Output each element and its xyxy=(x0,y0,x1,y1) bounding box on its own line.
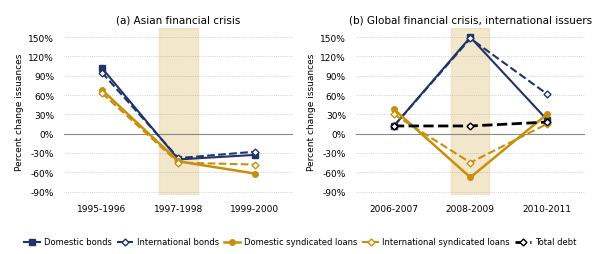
Y-axis label: Percent change issuances: Percent change issuances xyxy=(307,53,316,170)
Bar xyxy=(160,28,197,195)
Bar xyxy=(451,28,490,195)
Y-axis label: Percent change issuances: Percent change issuances xyxy=(15,53,24,170)
Title: (b) Global financial crisis, international issuers: (b) Global financial crisis, internation… xyxy=(349,15,592,25)
Legend: Domestic bonds, International bonds, Domestic syndicated loans, International sy: Domestic bonds, International bonds, Dom… xyxy=(20,234,580,250)
Title: (a) Asian financial crisis: (a) Asian financial crisis xyxy=(116,15,241,25)
